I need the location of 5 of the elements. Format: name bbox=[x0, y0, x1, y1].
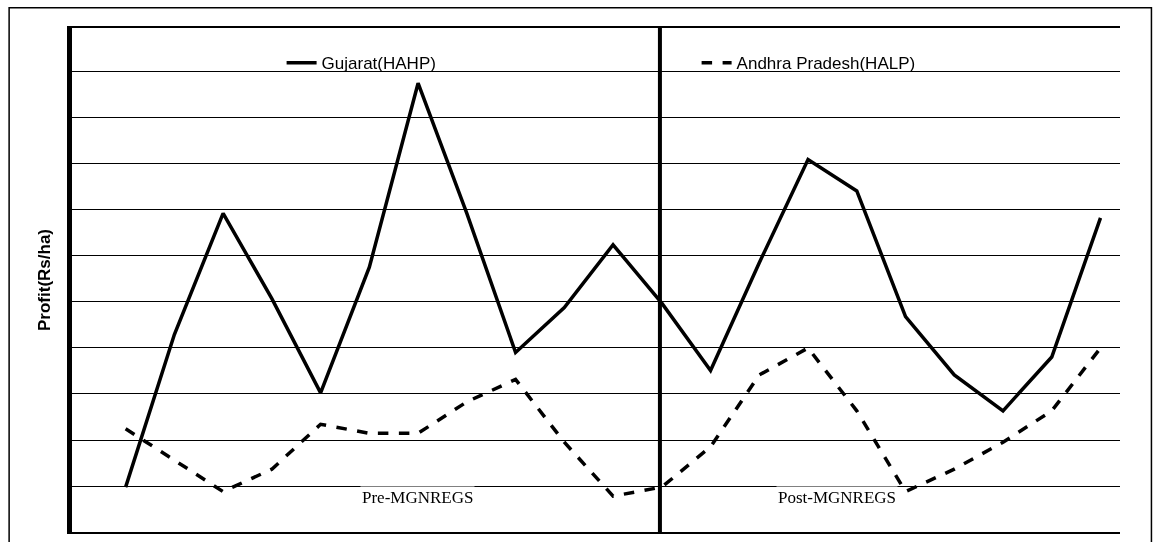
legend-label: Gujarat(HAHP) bbox=[321, 54, 436, 74]
legend-label: Andhra Pradesh(HALP) bbox=[736, 54, 916, 74]
annotation: Pre-MGNREGS bbox=[362, 488, 474, 507]
y-axis-title: Profit(Rs/ha) bbox=[34, 229, 54, 331]
annotation: Post-MGNREGS bbox=[778, 488, 897, 507]
